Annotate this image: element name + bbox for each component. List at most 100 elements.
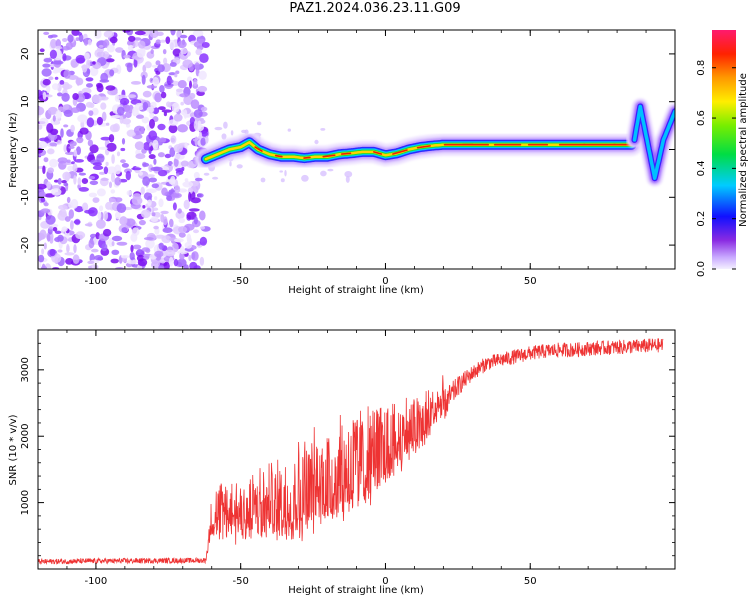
noise-blob <box>67 34 74 43</box>
signal-peak-segment <box>416 145 431 149</box>
noise-blob <box>154 92 162 103</box>
noise-blob <box>98 44 104 48</box>
noise-blob <box>199 236 208 246</box>
colorbar-tick-label: 0.4 <box>696 160 707 176</box>
signal-peak-segment <box>303 156 311 159</box>
noise-blob <box>158 264 165 269</box>
noise-blob <box>169 39 176 50</box>
noise-blob <box>121 163 129 168</box>
noise-blob <box>52 60 64 65</box>
noise-blob <box>151 212 156 217</box>
noise-blob <box>66 243 70 254</box>
noise-blob <box>108 134 115 143</box>
noise-blob <box>193 120 199 130</box>
noise-blob <box>105 58 115 63</box>
noise-blob <box>163 111 167 117</box>
noise-blob <box>133 58 138 68</box>
colorbar-tick-label: 0.6 <box>696 110 707 126</box>
noise-blob <box>75 77 84 86</box>
noise-blob <box>61 180 67 184</box>
noise-blob <box>73 175 77 185</box>
noise-blob <box>111 249 120 255</box>
noise-blob <box>123 54 131 59</box>
noise-blob <box>116 151 121 157</box>
noise-blob <box>178 217 186 224</box>
snr-series-line <box>38 338 664 565</box>
noise-blob <box>149 118 155 129</box>
noise-blob <box>103 166 109 175</box>
noise-blob <box>166 101 171 108</box>
noise-blob <box>153 158 157 165</box>
noise-blob <box>201 130 209 137</box>
snr-xtick-label: 0 <box>382 576 388 587</box>
noise-blob <box>55 39 62 48</box>
noise-blob <box>168 189 176 193</box>
spectrogram-xtick-label: -50 <box>233 276 249 287</box>
noise-blob <box>177 80 187 89</box>
noise-blob <box>65 172 70 182</box>
noise-blob <box>39 137 50 142</box>
noise-blob <box>131 227 140 237</box>
noise-blob <box>52 83 59 90</box>
noise-blob <box>39 229 47 240</box>
noise-blob <box>38 124 43 130</box>
noise-blob <box>279 170 284 173</box>
noise-blob <box>89 180 99 186</box>
noise-blob <box>57 249 63 253</box>
noise-blob <box>189 80 192 89</box>
noise-blob <box>197 193 204 198</box>
noise-blob <box>63 124 69 128</box>
noise-blob <box>176 173 180 177</box>
noise-blob <box>136 49 145 58</box>
noise-blob <box>88 239 95 249</box>
noise-blob <box>77 177 82 186</box>
noise-blob <box>193 78 198 86</box>
noise-blob <box>58 204 68 211</box>
noise-blob <box>43 202 49 207</box>
noise-blob <box>103 39 110 48</box>
noise-blob <box>114 211 121 220</box>
noise-blob <box>173 144 183 153</box>
spectrogram-ytick-label: -10 <box>20 189 31 205</box>
noise-blob <box>60 128 64 138</box>
noise-blob <box>64 252 75 256</box>
noise-blob <box>59 209 67 218</box>
noise-blob <box>87 39 92 46</box>
noise-blob <box>146 188 157 194</box>
noise-blob <box>150 49 154 55</box>
noise-blob <box>191 251 199 261</box>
noise-blob <box>146 106 154 113</box>
noise-blob <box>119 216 128 226</box>
noise-blob <box>103 30 115 38</box>
noise-blob <box>188 208 200 212</box>
noise-blob <box>64 216 71 222</box>
noise-blob <box>108 198 116 203</box>
noise-blob <box>200 106 208 112</box>
noise-blob <box>81 64 88 73</box>
noise-blob <box>188 254 192 262</box>
noise-blob <box>87 260 95 265</box>
spectrogram-ytick-label: -20 <box>20 237 31 253</box>
noise-blob <box>91 94 102 104</box>
noise-blob <box>88 110 94 116</box>
noise-blob <box>177 124 189 133</box>
noise-blob <box>136 114 144 119</box>
noise-blob <box>111 172 115 183</box>
signal-peak-segment <box>322 154 336 158</box>
noise-blob <box>189 92 196 100</box>
noise-blob <box>40 208 51 214</box>
noise-blob <box>94 30 102 39</box>
noise-blob <box>81 178 89 184</box>
noise-blob <box>193 109 203 118</box>
noise-blob <box>73 244 77 254</box>
noise-blob <box>169 62 177 67</box>
noise-blob <box>58 106 64 112</box>
noise-blob <box>78 172 86 176</box>
noise-blob <box>52 227 58 232</box>
noise-blob <box>257 121 262 126</box>
noise-blob <box>188 191 192 202</box>
noise-blob <box>260 177 266 183</box>
noise-blob <box>96 153 105 163</box>
noise-blob <box>48 76 54 81</box>
noise-blob <box>161 187 168 196</box>
